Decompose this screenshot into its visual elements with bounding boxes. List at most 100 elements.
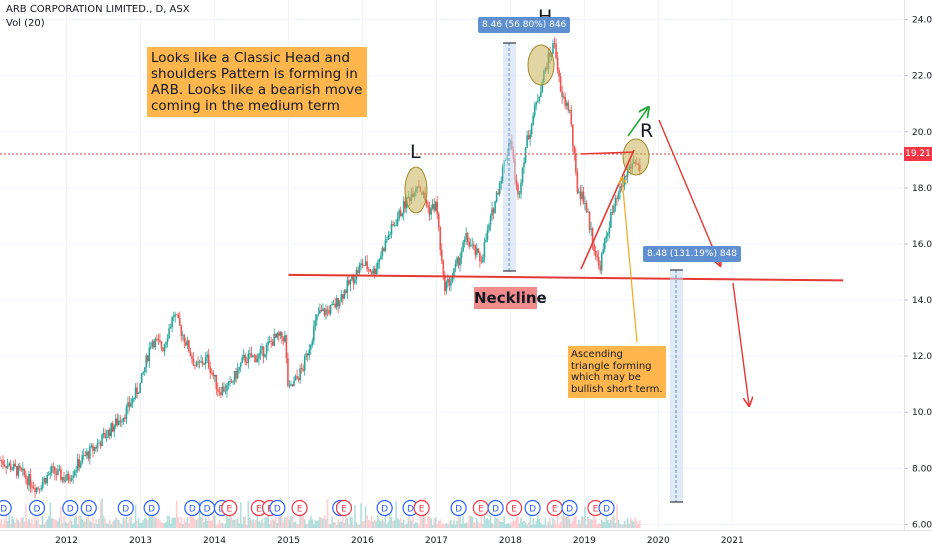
candle-body bbox=[41, 482, 44, 489]
candle-body bbox=[337, 298, 339, 307]
volume-bar bbox=[622, 524, 624, 528]
volume-bar bbox=[564, 517, 566, 528]
candle-body bbox=[602, 249, 605, 254]
candle-body bbox=[596, 255, 598, 258]
volume-bar bbox=[236, 518, 239, 528]
candle-body bbox=[308, 349, 311, 356]
volume-bar bbox=[568, 519, 571, 528]
candle-body bbox=[201, 361, 204, 365]
candle-body bbox=[311, 341, 314, 345]
candle-body bbox=[166, 338, 169, 342]
volume-bar bbox=[547, 521, 550, 528]
event-markers[interactable]: DDDDDDDDDEEEDEDEDDEDEDEDEDED bbox=[0, 499, 615, 517]
candle-body bbox=[276, 332, 279, 338]
volume-bar bbox=[407, 518, 410, 528]
candle-body bbox=[454, 263, 457, 269]
candle-body bbox=[35, 487, 38, 493]
candle-body bbox=[471, 244, 474, 246]
candle-body bbox=[198, 361, 201, 363]
candle-body bbox=[253, 355, 256, 357]
head-measure-label[interactable]: 8.46 (56.80%) 846 bbox=[478, 17, 571, 33]
candle-body bbox=[565, 102, 568, 106]
candle-body bbox=[5, 466, 7, 468]
neckline-label[interactable]: Neckline bbox=[474, 287, 547, 309]
volume-bar bbox=[597, 523, 600, 528]
candle-body bbox=[139, 382, 141, 393]
event-marker-letter: E bbox=[341, 505, 347, 515]
volume-bar bbox=[82, 521, 85, 528]
volume-bar bbox=[380, 521, 382, 528]
volume-bar bbox=[476, 518, 478, 528]
event-marker-letter: D bbox=[274, 505, 281, 515]
dividend-marker bbox=[269, 499, 286, 517]
volume-bar bbox=[323, 515, 326, 528]
volume-bar bbox=[209, 520, 212, 528]
earnings-marker bbox=[335, 499, 353, 517]
volume-bar bbox=[343, 522, 346, 528]
y-tick-label: 14.00 bbox=[912, 296, 932, 306]
dividend-marker bbox=[62, 499, 79, 517]
volume-bar bbox=[57, 521, 59, 528]
volume-bar bbox=[494, 516, 496, 528]
volume-bar bbox=[404, 524, 407, 528]
volume-bar bbox=[360, 503, 362, 528]
volume-bar bbox=[220, 522, 222, 528]
candle-body bbox=[271, 341, 274, 346]
candle-body bbox=[78, 459, 81, 468]
candle-body bbox=[239, 362, 242, 368]
volume-bar bbox=[314, 520, 317, 528]
volume-bar bbox=[386, 523, 388, 528]
symbol-title[interactable]: ARB CORPORATION LIMITED., D, ASX bbox=[6, 4, 190, 15]
candle-body bbox=[594, 250, 597, 256]
candle-body bbox=[605, 236, 608, 239]
candle-body bbox=[450, 282, 452, 286]
volume-bar bbox=[241, 523, 244, 528]
candle-body bbox=[451, 277, 454, 283]
volume-bar bbox=[340, 521, 343, 528]
volume-bar bbox=[593, 515, 595, 528]
volume-bar bbox=[358, 524, 361, 528]
ascending-triangle-note[interactable]: Ascending triangle forming which may be … bbox=[568, 346, 666, 398]
volume-bar bbox=[75, 515, 77, 528]
earnings-marker bbox=[291, 499, 308, 517]
volume-bar bbox=[172, 517, 175, 528]
volume-bar bbox=[428, 516, 431, 528]
volume-bar bbox=[186, 517, 189, 528]
candle-body bbox=[322, 308, 324, 312]
candle-body bbox=[610, 212, 612, 228]
candle-body bbox=[524, 147, 527, 163]
volume-bar bbox=[412, 516, 414, 528]
volume-bar bbox=[232, 519, 234, 528]
candle-body bbox=[81, 455, 84, 463]
volume-bar bbox=[146, 519, 149, 528]
volume-bar bbox=[552, 517, 554, 528]
volume-bar bbox=[296, 523, 298, 528]
volume-bar bbox=[631, 520, 634, 528]
volume-bar bbox=[229, 515, 231, 528]
volume-bar bbox=[140, 522, 143, 528]
volume-indicator-label[interactable]: Vol (20) bbox=[6, 18, 45, 29]
candle-body bbox=[427, 205, 429, 207]
candle-body bbox=[383, 248, 385, 252]
candle-body bbox=[486, 229, 489, 240]
candle-body bbox=[89, 446, 91, 459]
volume-bar bbox=[107, 523, 109, 528]
volume-bar bbox=[217, 524, 219, 528]
candle-body bbox=[270, 340, 272, 342]
candle-body bbox=[564, 96, 566, 106]
volume-bar bbox=[150, 517, 152, 528]
volume-bar bbox=[332, 522, 335, 528]
head-shoulders-note[interactable]: Looks like a Classic Head and shoulders … bbox=[147, 47, 367, 117]
candle-body bbox=[99, 442, 102, 447]
pattern-ellipse bbox=[527, 44, 555, 86]
candle-body bbox=[378, 259, 381, 263]
volume-bar bbox=[387, 521, 390, 528]
candle-body bbox=[463, 239, 466, 243]
candle-body bbox=[235, 371, 237, 379]
volume-bar bbox=[573, 516, 576, 528]
x-axis: 2012 2013 2014 2015 2016 2017 2018 2019 2020 2021 bbox=[55, 536, 744, 546]
candle-body bbox=[399, 210, 402, 217]
candle-body bbox=[111, 423, 114, 432]
target-measure-label[interactable]: 8.48 (131.19%) 848 bbox=[643, 246, 742, 262]
